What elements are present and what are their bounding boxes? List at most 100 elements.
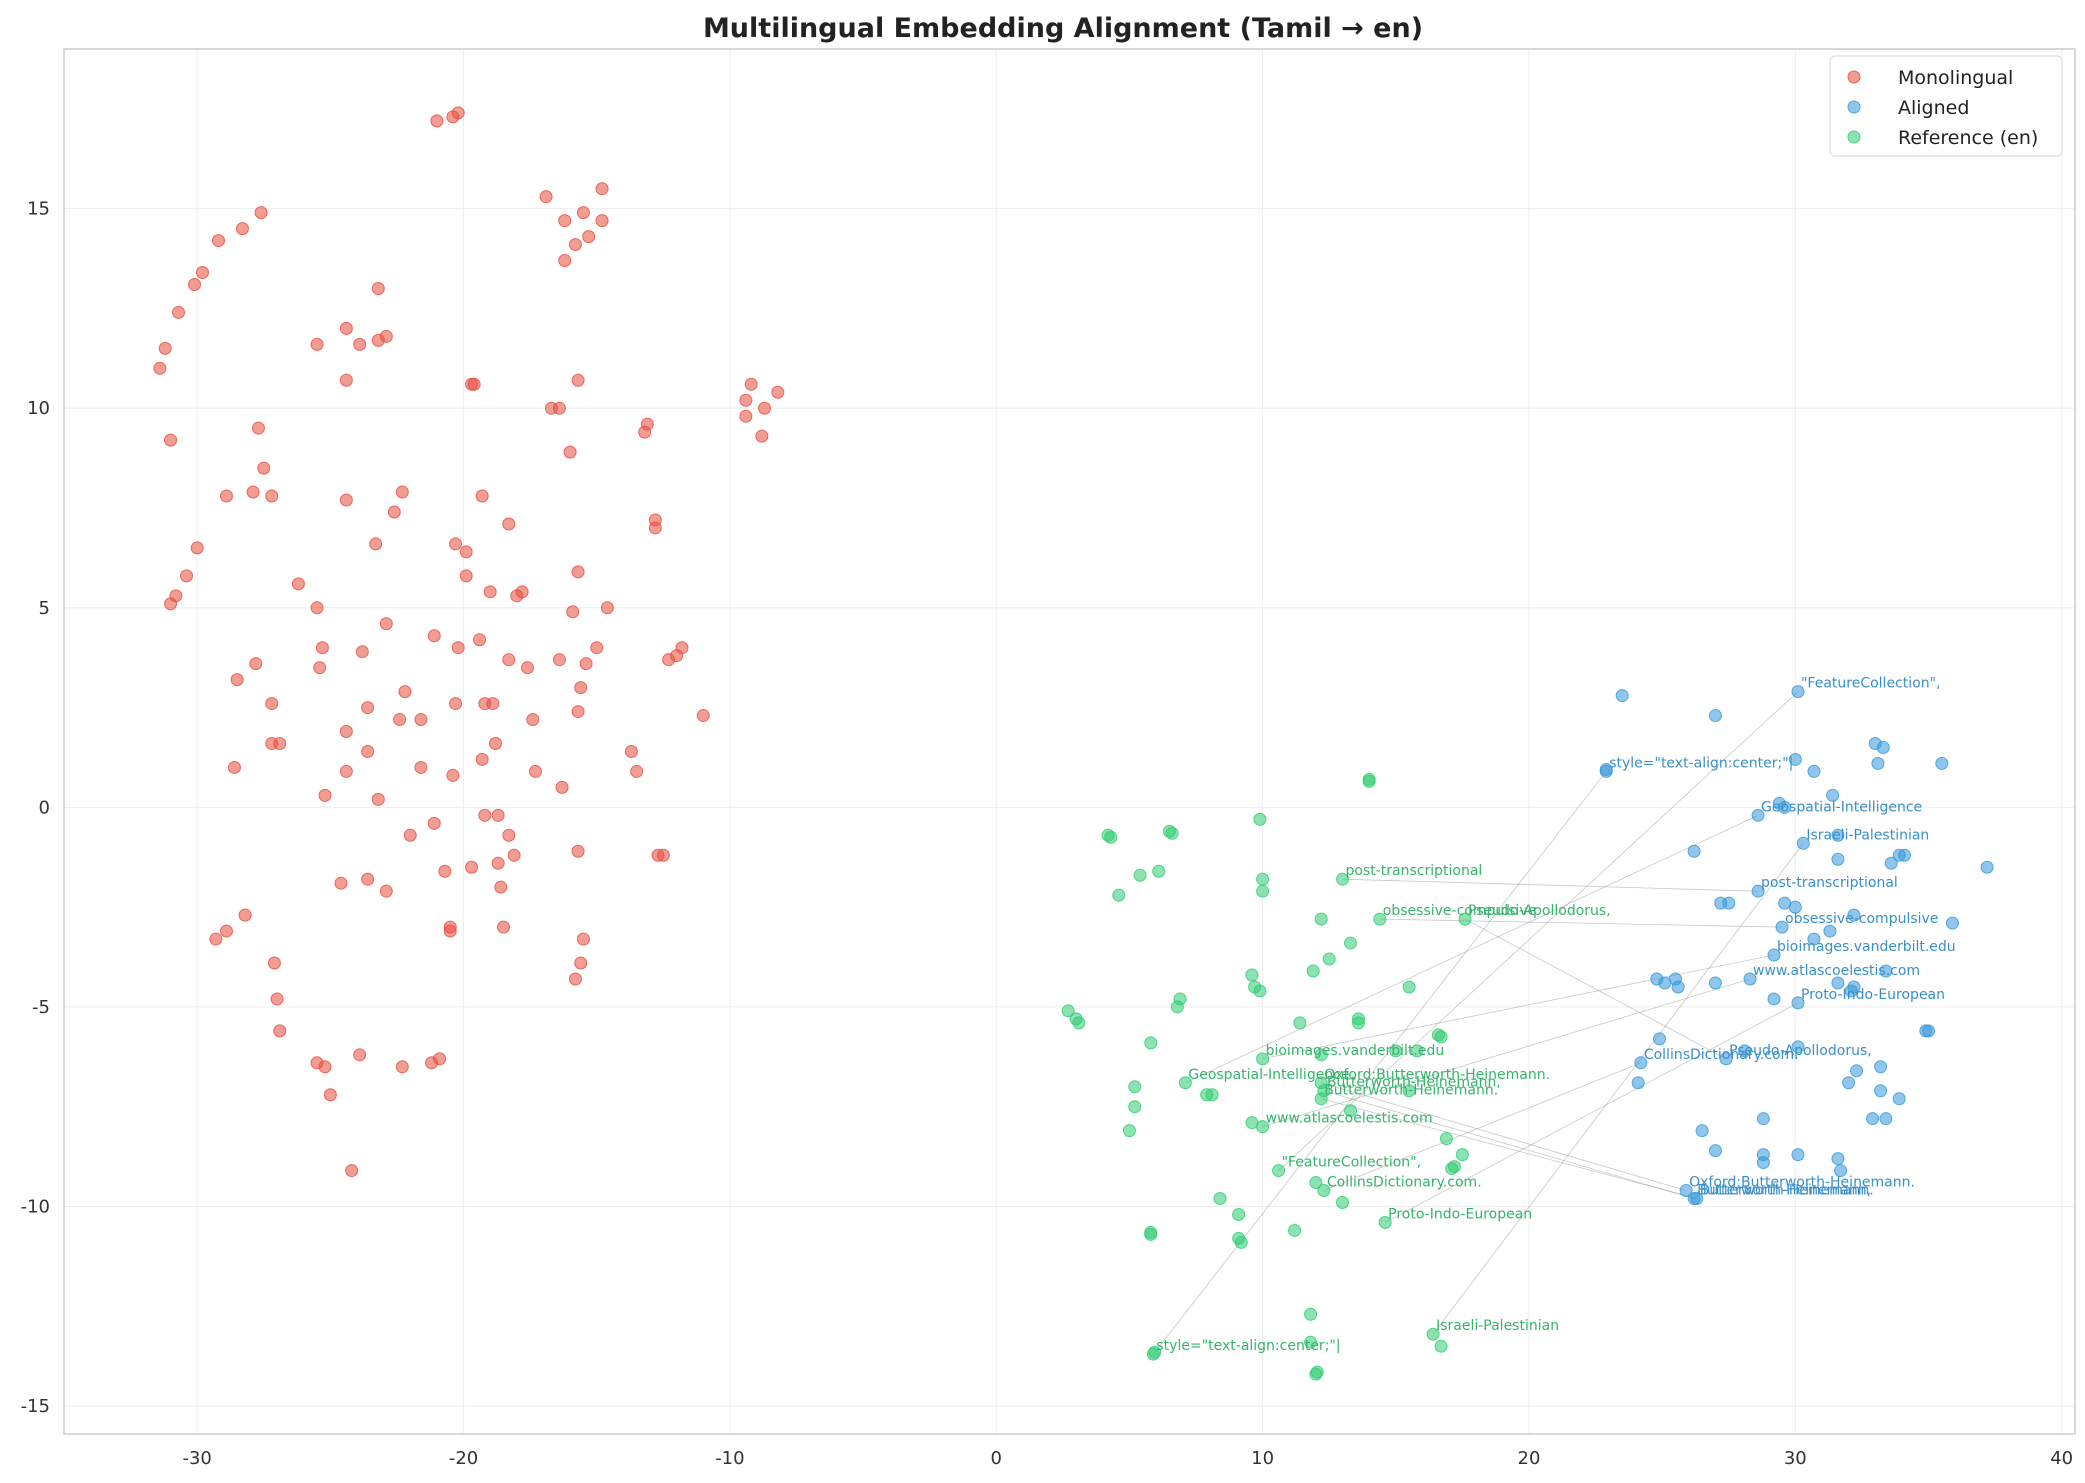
data-point	[339, 373, 353, 387]
data-point	[571, 844, 585, 858]
data-point	[1807, 764, 1821, 778]
data-point	[571, 373, 585, 387]
data-point	[475, 752, 489, 766]
data-point	[270, 992, 284, 1006]
data-points	[153, 106, 1994, 1381]
data-point	[491, 856, 505, 870]
data-point	[265, 697, 279, 711]
data-point	[1256, 884, 1270, 898]
data-point	[552, 653, 566, 667]
data-point	[1112, 888, 1126, 902]
point-annotation: "FeatureCollection",	[1801, 676, 1940, 692]
data-point	[1314, 912, 1328, 926]
data-point	[1304, 1335, 1318, 1349]
alignment-line	[1323, 1062, 1641, 1191]
point-annotation: Butterworth-Heinemann,	[1697, 1183, 1871, 1199]
data-point	[1751, 808, 1765, 822]
data-point	[190, 541, 204, 555]
data-point	[1892, 848, 1906, 862]
y-tick-label: 5	[39, 598, 50, 619]
data-point	[1122, 1124, 1136, 1138]
data-point	[1439, 1132, 1453, 1146]
data-point	[1831, 1152, 1845, 1166]
alignment-line	[1384, 1002, 1799, 1223]
data-point	[1788, 752, 1802, 766]
point-annotation: post-transcriptional	[1346, 863, 1483, 879]
data-point	[739, 409, 753, 423]
alignment-line	[1464, 918, 1727, 1060]
data-point	[1874, 1060, 1888, 1074]
data-point	[249, 657, 263, 671]
data-point	[1807, 932, 1821, 946]
y-tick-label: 10	[27, 398, 50, 419]
data-point	[313, 661, 327, 675]
data-point	[164, 597, 178, 611]
data-point	[1389, 1044, 1403, 1058]
data-point	[1658, 976, 1672, 990]
data-point	[758, 401, 772, 415]
data-point	[1148, 1345, 1162, 1359]
data-point	[1402, 1084, 1416, 1098]
data-point	[353, 1048, 367, 1062]
x-tick-label: 40	[2050, 1448, 2073, 1469]
data-point	[1876, 740, 1890, 754]
data-point	[345, 1164, 359, 1178]
x-tick-label: -10	[715, 1448, 744, 1469]
data-point	[1434, 1030, 1448, 1044]
data-point	[459, 569, 473, 583]
data-point	[568, 238, 582, 252]
data-point	[1945, 916, 1959, 930]
data-point	[1445, 1162, 1459, 1176]
alignment-line	[1321, 1098, 1697, 1199]
data-point	[273, 1024, 287, 1038]
data-point	[158, 341, 172, 355]
data-point	[438, 864, 452, 878]
data-point	[1722, 896, 1736, 910]
data-point	[1874, 1084, 1888, 1098]
data-point	[539, 190, 553, 204]
alignment-line	[1153, 771, 1607, 1355]
y-tick-label: 15	[27, 199, 50, 220]
point-annotation: Geospatial-Intelligence	[1761, 799, 1922, 815]
point-annotation: Proto-Indo-European	[1801, 987, 1945, 1003]
data-point	[579, 657, 593, 671]
data-point	[1791, 1040, 1805, 1054]
data-point	[1293, 1016, 1307, 1030]
data-point	[656, 848, 670, 862]
data-point	[211, 234, 225, 248]
point-annotation: Oxford:Butterworth-Heinemann.	[1689, 1175, 1915, 1191]
data-point	[1253, 984, 1267, 998]
data-point	[339, 725, 353, 739]
data-point	[1823, 924, 1837, 938]
data-point	[449, 697, 463, 711]
data-point	[334, 876, 348, 890]
data-point	[1344, 936, 1358, 950]
data-point	[590, 641, 604, 655]
data-point	[1652, 1032, 1666, 1046]
data-point	[483, 585, 497, 599]
data-point	[507, 848, 521, 862]
data-point	[427, 816, 441, 830]
data-point	[172, 305, 186, 319]
data-point	[1756, 1112, 1770, 1126]
data-point	[491, 808, 505, 822]
data-point	[1788, 900, 1802, 914]
data-point	[273, 736, 287, 750]
data-point	[1751, 884, 1765, 898]
data-point	[1144, 1225, 1158, 1239]
data-point	[744, 377, 758, 391]
data-point	[1317, 1184, 1331, 1198]
data-point	[1834, 1164, 1848, 1178]
data-point	[379, 884, 393, 898]
data-point	[1831, 852, 1845, 866]
y-tick-label: -10	[21, 1196, 50, 1217]
point-annotation: obsessive-compulsive	[1785, 911, 1938, 927]
data-point	[1831, 828, 1845, 842]
data-point	[1767, 992, 1781, 1006]
data-point	[1708, 1144, 1722, 1158]
data-point	[353, 337, 367, 351]
data-point	[238, 908, 252, 922]
data-point	[755, 429, 769, 443]
data-point	[318, 788, 332, 802]
